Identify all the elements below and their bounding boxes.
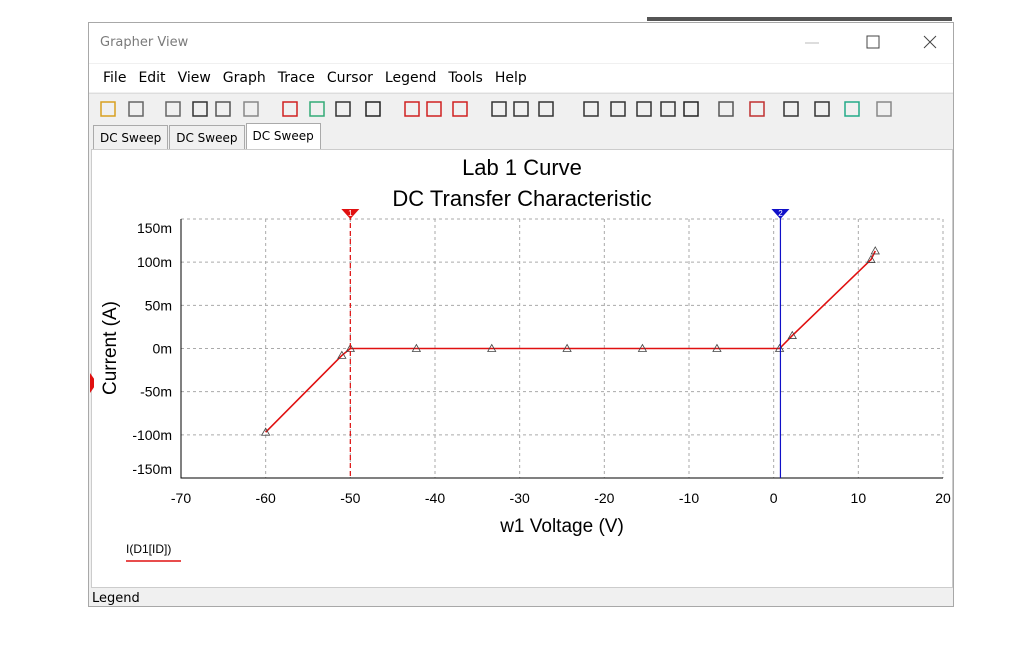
- y-tick-label: 150m: [137, 220, 172, 236]
- menu-item[interactable]: View: [177, 70, 211, 86]
- toolbar-button[interactable]: [538, 101, 554, 117]
- y-tick-label: 0m: [153, 341, 172, 357]
- toolbar-button[interactable]: [192, 101, 208, 117]
- toolbar-button[interactable]: [718, 101, 734, 117]
- tab-strip: DC Sweep DC Sweep DC Sweep: [89, 123, 953, 149]
- toolbar-button[interactable]: [513, 101, 529, 117]
- toolbar-button[interactable]: [452, 101, 468, 117]
- toolbar-button[interactable]: [876, 101, 892, 117]
- x-tick-label: -60: [256, 490, 276, 506]
- menu-item[interactable]: Graph: [222, 70, 266, 86]
- toolbar: [89, 93, 953, 117]
- toolbar-button[interactable]: [335, 101, 351, 117]
- window-controls: [805, 35, 937, 49]
- x-tick-label: 0: [770, 490, 778, 506]
- cursor-label: 2: [778, 209, 783, 218]
- toolbar-button[interactable]: [844, 101, 860, 117]
- cursor-handle[interactable]: [771, 209, 790, 219]
- x-tick-label: 10: [851, 490, 867, 506]
- data-point: [870, 246, 880, 255]
- toolbar-button[interactable]: [636, 101, 652, 117]
- tab[interactable]: DC Sweep: [93, 125, 169, 149]
- toolbar-button[interactable]: [165, 101, 181, 117]
- menu-bar: File Edit View Graph Trace Cursor Legend Tools H…: [89, 64, 953, 92]
- toolbar-button[interactable]: [404, 101, 420, 117]
- toolbar-button[interactable]: [128, 101, 144, 117]
- tab[interactable]: DC Sweep: [245, 123, 321, 149]
- data-point: [774, 343, 785, 352]
- toolbar-button[interactable]: [100, 101, 116, 117]
- chart-background: [94, 150, 950, 582]
- y-axis-label: Current (A): [100, 301, 121, 395]
- chart-title: Lab 1 Curve: [462, 155, 582, 180]
- tab[interactable]: DC Sweep: [169, 125, 245, 149]
- background-window-edge: [647, 17, 952, 21]
- data-point: [866, 254, 876, 263]
- menu-item[interactable]: File: [103, 70, 127, 86]
- cursor-label: 1: [348, 209, 353, 218]
- data-line: [265, 250, 876, 433]
- x-tick-label: -50: [340, 490, 360, 506]
- cursor-handle[interactable]: [341, 209, 360, 219]
- x-tick-label: -30: [510, 490, 530, 506]
- data-point: [411, 343, 422, 352]
- toolbar-button[interactable]: [814, 101, 830, 117]
- data-point: [712, 343, 722, 352]
- x-axis-label: w1 Voltage (V): [499, 516, 624, 537]
- menu-item[interactable]: Edit: [138, 70, 166, 86]
- chart-subtitle: DC Transfer Characteristic: [392, 186, 651, 211]
- toolbar-button[interactable]: [660, 101, 676, 117]
- legend-label: I(D1[ID]): [126, 542, 171, 556]
- y-tick-label: 100m: [137, 254, 172, 270]
- menu-item[interactable]: Legend: [384, 70, 437, 86]
- toolbar-button[interactable]: [491, 101, 507, 117]
- maximize-button[interactable]: [866, 35, 880, 49]
- data-point: [787, 330, 797, 339]
- x-tick-label: -70: [171, 490, 191, 506]
- y-tick-label: -50m: [140, 384, 172, 400]
- toolbar-button[interactable]: [583, 101, 599, 117]
- toolbar-button[interactable]: [783, 101, 799, 117]
- data-point: [337, 350, 347, 359]
- close-button[interactable]: [923, 35, 937, 49]
- toolbar-button[interactable]: [215, 101, 231, 117]
- plot-axis: [180, 219, 943, 479]
- toolbar-button[interactable]: [749, 101, 765, 117]
- toolbar-button[interactable]: [365, 101, 381, 117]
- x-tick-label: -10: [679, 490, 699, 506]
- toolbar-button[interactable]: [282, 101, 298, 117]
- x-tick-label: -40: [425, 490, 445, 506]
- toolbar-button[interactable]: [683, 101, 699, 117]
- y-tick-label: -150m: [132, 461, 172, 477]
- x-tick-label: -20: [594, 490, 614, 506]
- menu-item[interactable]: Cursor: [326, 70, 373, 86]
- toolbar-button[interactable]: [243, 101, 259, 117]
- window-title: Grapher View: [100, 35, 189, 50]
- data-point: [562, 343, 572, 352]
- data-point: [637, 343, 648, 352]
- selection-marker: [90, 373, 97, 393]
- status-legend: Legend: [92, 591, 140, 606]
- toolbar-button[interactable]: [309, 101, 325, 117]
- toolbar-button[interactable]: [426, 101, 442, 117]
- data-point: [260, 427, 271, 436]
- menu-item[interactable]: Help: [494, 70, 527, 86]
- data-point: [487, 343, 497, 352]
- y-tick-label: -100m: [132, 427, 172, 443]
- x-tick-label: 20: [935, 490, 951, 506]
- menu-item[interactable]: Tools: [448, 70, 483, 86]
- y-tick-label: 50m: [145, 297, 172, 313]
- menu-item[interactable]: Trace: [277, 70, 315, 86]
- title-bar: Grapher View: [89, 23, 953, 63]
- toolbar-button[interactable]: [610, 101, 626, 117]
